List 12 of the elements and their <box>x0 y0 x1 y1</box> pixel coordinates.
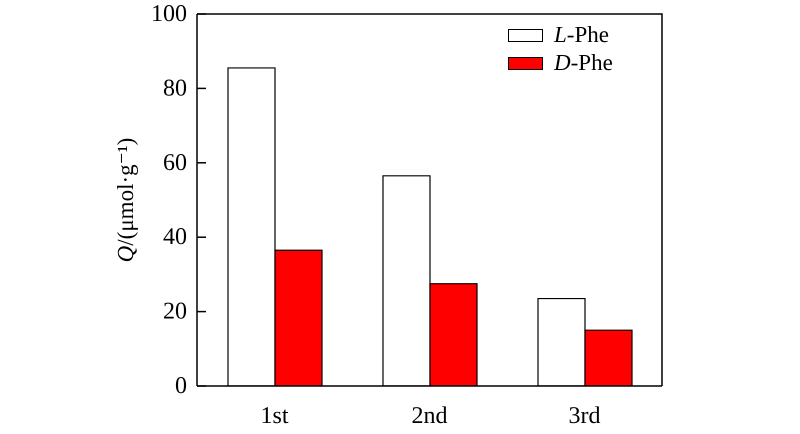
y-axis-title: Q/(μmol·g⁻¹) <box>112 138 138 262</box>
y-tick-label: 40 <box>163 224 187 250</box>
x-tick-label: 2nd <box>412 403 448 430</box>
legend-label: D-Phe <box>554 50 613 76</box>
y-tick-label: 80 <box>163 75 187 102</box>
y-tick-label: 20 <box>163 298 187 325</box>
legend-label: L-Phe <box>554 22 609 48</box>
x-tick-label: 1st <box>260 403 289 430</box>
y-tick-label: 60 <box>163 150 187 176</box>
x-tick-label: 3rd <box>568 403 600 430</box>
y-tick-label: 100 <box>151 1 187 27</box>
y-tick-label: 0 <box>175 373 187 399</box>
